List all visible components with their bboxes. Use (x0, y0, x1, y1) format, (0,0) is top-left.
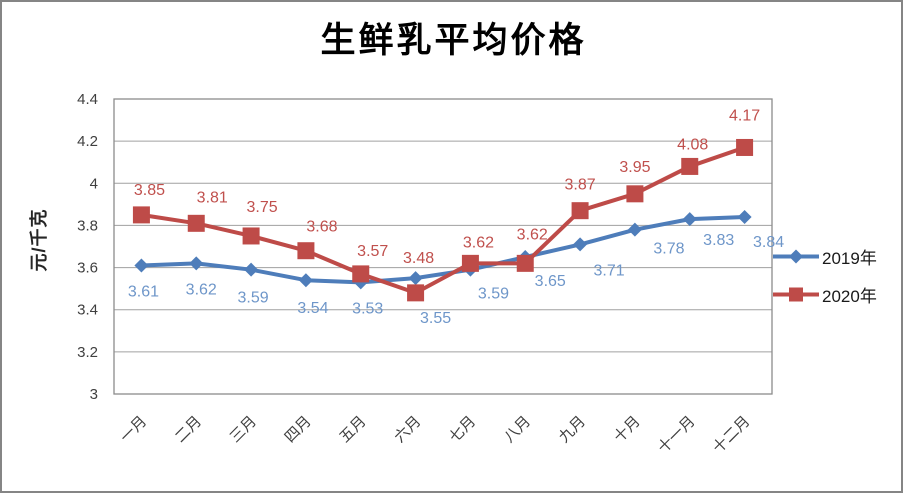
marker-diamond (573, 237, 588, 252)
marker-diamond (682, 212, 697, 227)
x-tick-label: 十月 (611, 413, 644, 446)
marker-square (626, 185, 644, 203)
data-label: 3.62 (186, 281, 217, 298)
legend-item-2019: 2019年 (772, 244, 877, 269)
marker-diamond (408, 271, 423, 286)
data-label: 3.78 (653, 241, 684, 258)
data-label: 3.71 (594, 262, 625, 279)
series-line-2019年 (141, 215, 745, 285)
data-label: 3.75 (247, 199, 278, 216)
y-tick-label: 3.2 (77, 344, 98, 361)
x-tick-label: 六月 (391, 413, 424, 446)
legend: 2019年 2020年 (772, 244, 877, 307)
marker-square (516, 254, 534, 272)
x-tick-label: 九月 (556, 413, 589, 446)
y-tick-label: 3.6 (77, 260, 98, 277)
legend-line-square-icon (773, 287, 819, 302)
data-label: 3.61 (128, 283, 159, 300)
data-label: 4.17 (729, 107, 760, 124)
marker-diamond (134, 258, 149, 273)
marker-square (297, 242, 315, 260)
data-label: 3.48 (403, 250, 434, 267)
data-label: 3.87 (565, 177, 596, 194)
series-line-2020年 (141, 145, 746, 295)
legend-label-2019: 2019年 (822, 249, 877, 268)
x-tick-label: 四月 (282, 413, 315, 446)
marker-square (681, 157, 699, 175)
x-tick-label: 八月 (501, 413, 534, 446)
data-label: 3.57 (357, 243, 388, 260)
x-tick-label: 十二月 (710, 413, 754, 457)
x-tick-label: 七月 (446, 413, 479, 446)
x-tick-label: 十一月 (655, 413, 699, 457)
marker-square (132, 206, 150, 224)
data-label: 3.55 (420, 310, 451, 327)
marker-square (736, 138, 754, 156)
y-tick-label: 3.8 (77, 217, 98, 234)
data-label: 3.85 (134, 182, 165, 199)
y-tick-label: 3 (90, 386, 98, 403)
marker-square (187, 214, 205, 232)
y-tick-label: 3.4 (77, 302, 98, 319)
legend-label-2020: 2020年 (822, 287, 877, 306)
data-label: 4.08 (677, 136, 708, 153)
marker-diamond (244, 262, 259, 277)
data-label: 3.53 (352, 300, 383, 317)
data-label: 3.95 (619, 159, 650, 176)
data-label: 3.83 (703, 232, 734, 249)
marker-square (571, 202, 589, 220)
y-tick-label: 4.4 (77, 91, 98, 108)
data-label: 3.62 (517, 226, 548, 243)
data-label: 3.84 (753, 234, 784, 251)
data-label: 3.65 (535, 273, 566, 290)
chart-title: 生鲜乳平均价格 (320, 21, 587, 60)
y-tick-label: 4.2 (77, 133, 98, 150)
marker-square (461, 254, 479, 272)
marker-square (242, 227, 260, 245)
data-label: 3.59 (238, 290, 269, 307)
data-label: 3.68 (306, 219, 337, 236)
data-label: 3.54 (297, 300, 328, 317)
marker-square (352, 265, 370, 283)
legend-line-diamond-icon (773, 249, 819, 264)
marker-diamond (627, 222, 642, 237)
marker-diamond (189, 256, 204, 271)
marker-diamond (298, 273, 313, 288)
plot-border (113, 98, 773, 395)
marker-diamond (737, 210, 752, 224)
x-tick-label: 一月 (117, 413, 150, 446)
data-label: 3.81 (197, 189, 228, 206)
data-label: 3.62 (463, 234, 494, 251)
x-tick-label: 二月 (172, 413, 205, 446)
marker-square (407, 284, 425, 302)
legend-item-2020: 2020年 (772, 282, 877, 307)
x-tick-label: 三月 (227, 413, 260, 446)
data-label: 3.59 (478, 286, 509, 303)
y-tick-label: 4 (90, 175, 98, 192)
x-tick-label: 五月 (336, 413, 369, 446)
